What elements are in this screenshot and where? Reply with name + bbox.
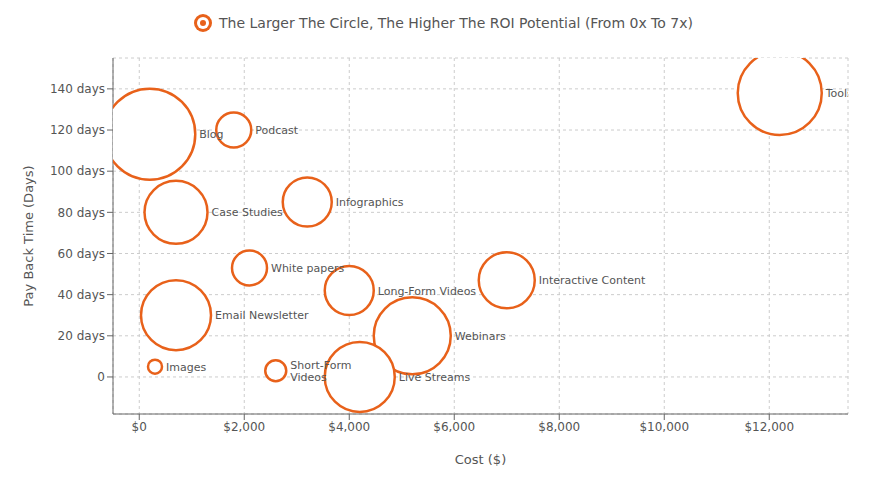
svg-text:Long-Form Videos: Long-Form Videos [378,284,477,297]
svg-text:Interactive Content: Interactive Content [539,274,646,287]
svg-text:100 days: 100 days [50,164,105,178]
svg-text:$0: $0 [132,420,147,434]
html-text:The Larger The Circle, The Hig: The Larger The Circle, The Higher The RO… [219,15,693,31]
svg-text:60 days: 60 days [58,247,105,261]
svg-text:80 days: 80 days [58,206,105,220]
svg-text:0: 0 [97,370,105,384]
svg-text:$12,000: $12,000 [744,420,794,434]
svg-text:Live Streams: Live Streams [399,370,471,383]
svg-text:40 days: 40 days [58,288,105,302]
svg-text:White papers: White papers [271,261,344,274]
svg-text:Cost ($): Cost ($) [455,452,506,467]
svg-text:$6,000: $6,000 [433,420,475,434]
svg-text:120 days: 120 days [50,123,105,137]
svg-text:Blog: Blog [199,128,223,141]
svg-text:$2,000: $2,000 [223,420,265,434]
svg-text:Images: Images [166,360,206,373]
svg-text:Short-FormVideos: Short-FormVideos [290,358,351,383]
svg-text:Tools: Tools [825,86,848,99]
svg-text:$8,000: $8,000 [538,420,580,434]
svg-text:Infographics: Infographics [336,196,404,209]
svg-text:Pay Back Time (Days): Pay Back Time (Days) [21,165,36,306]
svg-text:Podcast: Podcast [255,124,298,137]
svg-text:Case Studies: Case Studies [212,206,283,219]
svg-text:Email Newsletter: Email Newsletter [215,309,309,322]
svg-text:Webinars: Webinars [455,329,506,342]
svg-text:$4,000: $4,000 [328,420,370,434]
svg-text:$10,000: $10,000 [639,420,689,434]
svg-text:20 days: 20 days [58,329,105,343]
svg-text:140 days: 140 days [50,82,105,96]
